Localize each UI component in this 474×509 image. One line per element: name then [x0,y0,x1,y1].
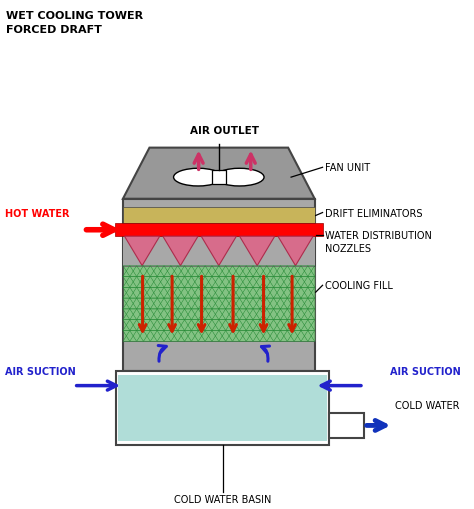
Text: AIR OUTLET: AIR OUTLET [190,126,259,135]
Text: HOT WATER: HOT WATER [5,209,69,218]
Text: FORCED DRAFT: FORCED DRAFT [6,24,102,35]
Bar [212,171,226,185]
Text: COLD WATER BASIN: COLD WATER BASIN [174,494,272,504]
Bar [123,200,315,371]
Bar [118,375,328,441]
Polygon shape [125,237,160,266]
Ellipse shape [173,169,223,187]
Bar [115,224,322,237]
Polygon shape [239,237,275,266]
Text: AIR SUCTION: AIR SUCTION [391,366,461,376]
Text: COLD WATER: COLD WATER [395,401,460,410]
Polygon shape [163,237,198,266]
Ellipse shape [215,169,264,187]
Bar [123,237,315,266]
Polygon shape [201,237,237,266]
Bar [123,266,315,342]
Bar [329,413,364,438]
Text: WET COOLING TOWER: WET COOLING TOWER [6,11,143,21]
Text: AIR SUCTION: AIR SUCTION [5,366,76,376]
Text: WATER DISTRIBUTION
NOZZLES: WATER DISTRIBUTION NOZZLES [325,231,431,253]
Text: FAN UNIT: FAN UNIT [325,163,370,173]
Bar [116,371,329,445]
Text: COOLING FILL: COOLING FILL [325,281,392,291]
Polygon shape [278,237,313,266]
Polygon shape [123,148,315,200]
Bar [123,207,315,224]
Text: DRIFT ELIMINATORS: DRIFT ELIMINATORS [325,208,422,218]
